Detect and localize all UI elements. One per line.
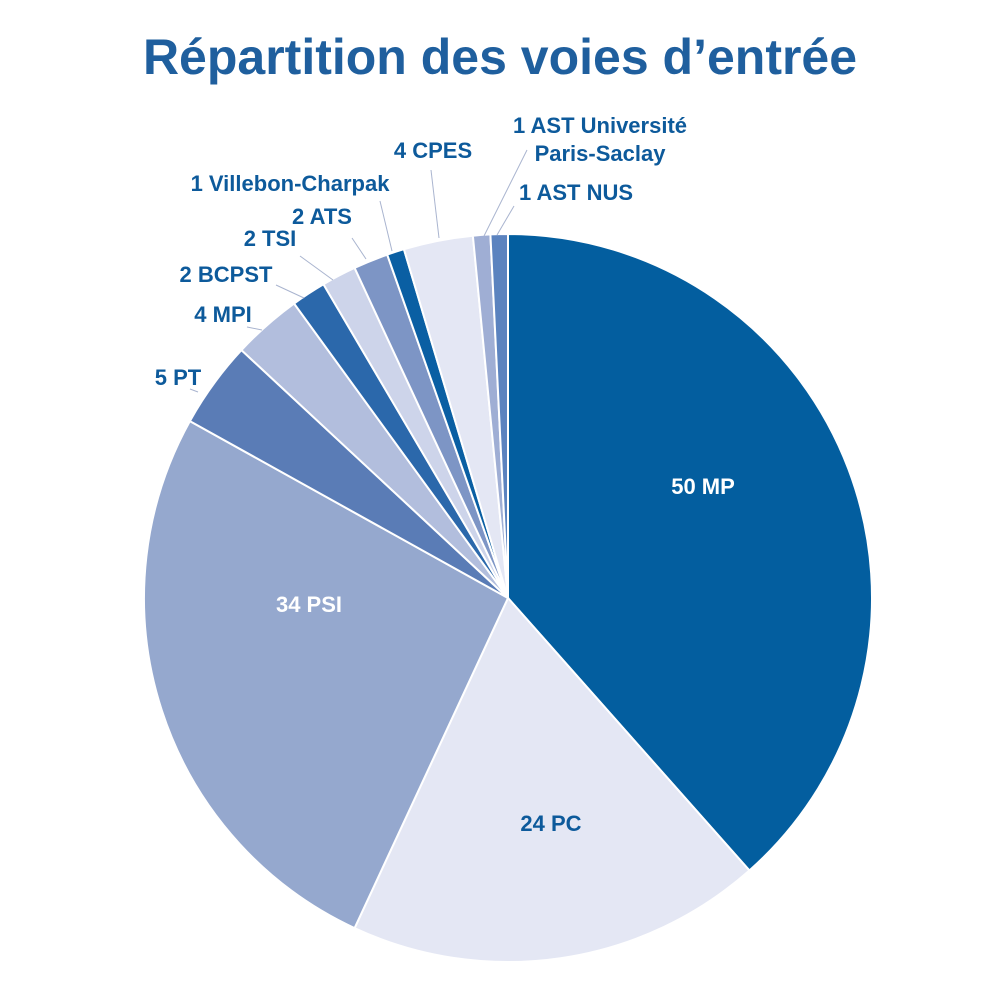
- leader-line: [246, 326, 263, 331]
- pie-slice-50-mp: [507, 232, 873, 872]
- slice-label: 50 MP: [671, 474, 735, 499]
- leader-line: [379, 200, 393, 252]
- leader-line: [351, 237, 367, 260]
- leader-line: [483, 149, 528, 237]
- slice-label: 2 TSI: [244, 226, 297, 251]
- leader-line: [275, 284, 305, 299]
- pie-slice-24-pc: [353, 596, 751, 963]
- slice-label: 34 PSI: [276, 592, 342, 617]
- slice-label: 24 PC: [520, 811, 581, 836]
- leader-line: [430, 169, 440, 239]
- slice-label: 1 Villebon-Charpak: [191, 171, 391, 196]
- slice-label: 4 CPES: [394, 138, 472, 163]
- slice-label: 1 AST Université Paris-Saclay: [513, 113, 687, 166]
- leader-line: [189, 388, 199, 393]
- slice-label: 1 AST NUS: [519, 180, 633, 205]
- leader-line: [496, 205, 515, 236]
- slice-label: 2 BCPST: [180, 262, 273, 287]
- slice-label: 5 PT: [155, 365, 202, 390]
- chart-title: Répartition des voies d’entrée: [142, 29, 858, 85]
- slice-label: 2 ATS: [292, 204, 352, 229]
- pie-slice-1-ast-nus: [489, 232, 509, 599]
- slice-label: 4 MPI: [194, 302, 251, 327]
- leader-line: [299, 255, 334, 281]
